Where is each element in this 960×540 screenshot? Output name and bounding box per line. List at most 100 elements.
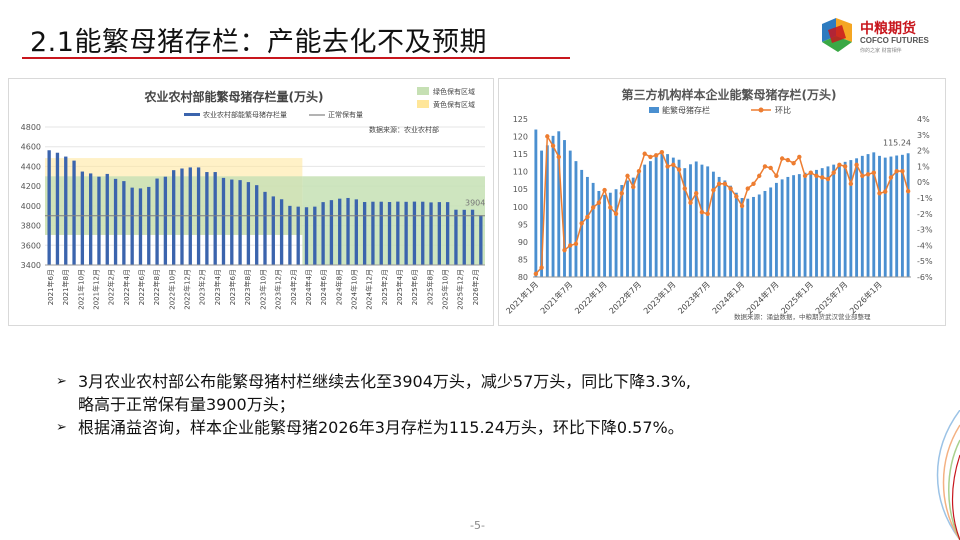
chart2-ytick-label: 110 bbox=[513, 168, 528, 177]
chart2-mom-point bbox=[671, 162, 676, 168]
bullet-list: ➢ 3月农业农村部公布能繁母猪村栏继续去化至3904万头，减少57万头，同比下降… bbox=[56, 370, 916, 439]
chart2-bar bbox=[792, 175, 796, 277]
chart2-bar bbox=[883, 157, 887, 277]
chart2-mom-point bbox=[739, 203, 745, 209]
chart1-bar bbox=[138, 188, 143, 265]
sow-inventory-sample-chart: 第三方机构样本企业能繁母猪存栏(万头) 能繁母猪存栏 环比 80 85 90 95 100 10… bbox=[498, 78, 946, 326]
chart1-ytick-label: 4600 bbox=[21, 143, 41, 152]
chart2-xtick-label: 2024年7月 bbox=[744, 279, 780, 315]
chart1-bar bbox=[163, 176, 168, 265]
chart2-mom-point bbox=[642, 151, 647, 156]
chart2-mom-point bbox=[648, 154, 653, 160]
chart2-legend-label: 环比 bbox=[775, 105, 791, 115]
chart1-ytick-label: 3600 bbox=[21, 241, 41, 250]
chart2-bar bbox=[752, 196, 755, 277]
chart1-bar bbox=[387, 202, 392, 265]
logo-tagline: 你的之家 财富相伴 bbox=[860, 48, 902, 54]
corner-decoration bbox=[936, 410, 960, 540]
chart1-legend-label: 黄色保有区域 bbox=[433, 100, 475, 109]
chart2-bar bbox=[643, 164, 647, 277]
bullet-arrow-icon: ➢ bbox=[56, 374, 67, 389]
chart2-bar bbox=[849, 160, 853, 277]
chart1-bar bbox=[412, 201, 417, 265]
chart2-mom-point bbox=[831, 170, 836, 175]
chart2-bar bbox=[843, 161, 847, 277]
chart1-bar bbox=[304, 207, 309, 265]
chart1-bar bbox=[113, 178, 118, 265]
chart2-mom-point bbox=[590, 205, 596, 210]
chart1-bar bbox=[122, 181, 126, 265]
chart2-legend-line-marker bbox=[758, 107, 764, 113]
chart2-y2tick-label: -2% bbox=[917, 210, 933, 219]
chart1-ytick-label: 3400 bbox=[21, 261, 41, 270]
chart2-mom-point bbox=[905, 189, 911, 194]
chart1-xtick-label: 2026年2月 bbox=[471, 269, 480, 305]
chart2-mom-point bbox=[573, 241, 579, 247]
chart2-bar bbox=[809, 171, 813, 277]
chart2-mom-point bbox=[722, 181, 728, 186]
chart1-xtick-label: 2025年8月 bbox=[425, 269, 434, 305]
bullet-item: ➢ 3月农业农村部公布能繁母猪村栏继续去化至3904万头，减少57万头，同比下降… bbox=[56, 370, 916, 416]
chart1-xtick-label: 2023年4月 bbox=[213, 269, 222, 305]
chart1-xtick-label: 2021年10月 bbox=[76, 269, 85, 310]
chart2-mom-point bbox=[625, 173, 630, 179]
chart2-mom-point bbox=[768, 165, 773, 171]
chart2-bar bbox=[837, 163, 841, 277]
chart2-ytick-label: 80 bbox=[518, 273, 528, 282]
page-number: -5- bbox=[470, 519, 485, 532]
chart1-ytick-label: 4800 bbox=[21, 123, 41, 132]
chart1-bar bbox=[279, 199, 284, 265]
chart2-mom-point bbox=[837, 162, 842, 168]
chart2-bar bbox=[872, 152, 876, 277]
chart1-ytick-label: 4000 bbox=[21, 202, 41, 211]
bullet-text-cont: 略高于正常保有量3900万头； bbox=[78, 395, 295, 414]
page-title: 2.1能繁母猪存栏：产能去化不及预期 bbox=[30, 27, 487, 58]
chart2-bar bbox=[660, 150, 664, 277]
chart2-mom-point bbox=[653, 153, 659, 158]
chart2-bar bbox=[889, 156, 893, 277]
chart2-mom-point bbox=[556, 154, 561, 160]
chart2-bar bbox=[878, 155, 881, 277]
chart2-bar bbox=[815, 169, 818, 277]
chart1-xtick-label: 2022年8月 bbox=[152, 269, 161, 305]
chart1-xtick-label: 2023年12月 bbox=[274, 269, 283, 310]
chart2-ytick-label: 105 bbox=[513, 185, 528, 194]
bullet-item: ➢ 根据涌益咨询，样本企业能繁母猪2026年3月存栏为115.24万头，环比下降… bbox=[56, 416, 916, 439]
chart2-bar bbox=[746, 198, 750, 277]
chart1-xtick-label: 2023年2月 bbox=[198, 269, 207, 305]
chart1-xtick-label: 2021年12月 bbox=[92, 269, 101, 310]
chart1-bar bbox=[313, 206, 317, 265]
chart2-bar bbox=[757, 194, 761, 277]
chart1-bar bbox=[213, 172, 217, 265]
chart1-xtick-label: 2024年2月 bbox=[289, 269, 298, 305]
logo-name-en: COFCO FUTURES bbox=[860, 36, 929, 45]
chart2-bar bbox=[631, 177, 635, 277]
chart2-xtick-label: 2023年7月 bbox=[676, 279, 712, 315]
chart2-mom-point bbox=[682, 186, 687, 191]
chart2-y2tick-label: -5% bbox=[917, 257, 933, 266]
chart1-legend-green-swatch bbox=[417, 87, 429, 95]
chart2-bar bbox=[826, 166, 830, 277]
chart1-svg: 农业农村部能繁母猪存栏量(万头) 3400 3600 3800 4000 4200 4400… bbox=[21, 87, 485, 310]
chart1-bar bbox=[205, 172, 209, 265]
chart2-bar bbox=[534, 129, 538, 277]
chart1-legend-label: 农业农村部能繁母猪存栏量 bbox=[203, 110, 287, 119]
chart1-xtick-label: 2021年8月 bbox=[61, 269, 70, 305]
chart1-xtick-label: 2023年6月 bbox=[228, 269, 237, 305]
chart2-mom-point bbox=[631, 184, 636, 190]
chart1-source: 数据来源：农业农村部 bbox=[369, 125, 439, 134]
chart1-xtick-label: 2023年8月 bbox=[243, 269, 252, 305]
chart2-mom-point bbox=[745, 186, 750, 191]
chart2-mom-point bbox=[550, 143, 556, 149]
chart2-bar bbox=[591, 182, 595, 277]
chart2-bar bbox=[780, 179, 784, 277]
chart1-bar bbox=[321, 202, 325, 265]
chart2-y2tick-label: -4% bbox=[917, 241, 933, 250]
chart2-mom-point bbox=[877, 191, 882, 196]
chart2-bar bbox=[648, 161, 652, 277]
chart2-bar bbox=[626, 180, 629, 277]
chart2-ytick-label: 90 bbox=[518, 238, 528, 247]
chart2-y2tick-label: 4% bbox=[917, 115, 930, 124]
chart2-y2tick-label: 1% bbox=[917, 162, 930, 171]
chart2-legend-bar-swatch bbox=[649, 107, 659, 113]
